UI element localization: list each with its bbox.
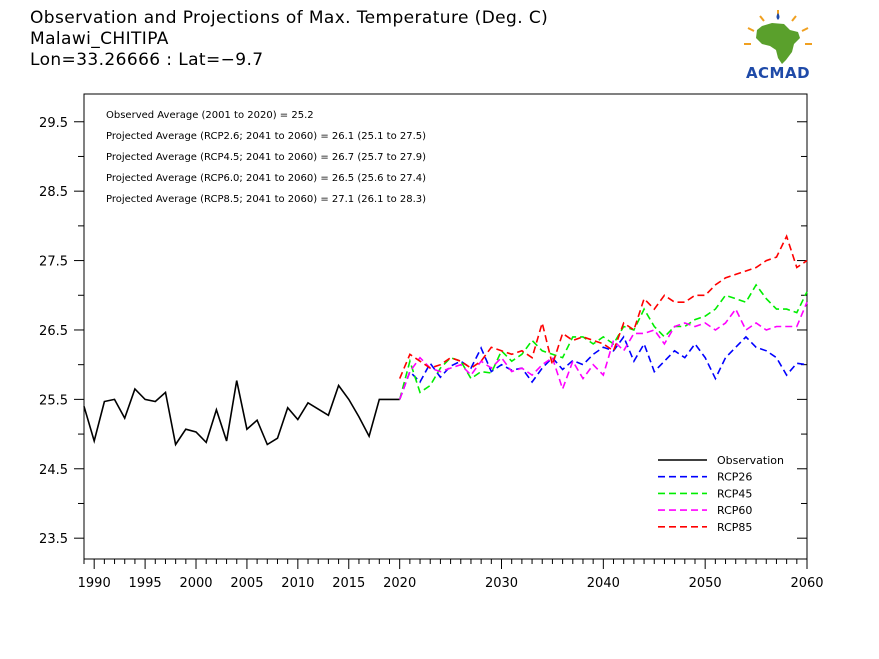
x-tick-label: 2010 xyxy=(281,576,314,591)
x-tick-label: 2000 xyxy=(179,576,212,591)
x-tick-label: 2020 xyxy=(383,576,416,591)
logo-text: ACMAD xyxy=(745,64,811,82)
chart-coords: Lon=33.26666 : Lat=−9.7 xyxy=(30,50,264,70)
series-line-rcp85 xyxy=(398,234,808,379)
y-tick-label: 23.5 xyxy=(39,532,68,547)
x-tick-label: 2050 xyxy=(689,576,722,591)
series-line-observation xyxy=(83,380,400,447)
legend: Observation RCP26 RCP45 RCP60 RCP85 xyxy=(658,454,784,534)
x-tick-label: 2015 xyxy=(332,576,365,591)
series-line-rcp26 xyxy=(398,335,808,400)
y-tick-label: 26.5 xyxy=(39,324,68,339)
x-tick-label: 1990 xyxy=(78,576,111,591)
y-tick-label: 29.5 xyxy=(39,116,68,131)
y-tick-label: 27.5 xyxy=(39,255,68,270)
x-tick-label: 2005 xyxy=(230,576,263,591)
annotation-line: Projected Average (RCP6.0; 2041 to 2060)… xyxy=(106,173,426,184)
x-tick-label: 2040 xyxy=(587,576,620,591)
axis-tick-labels: 1990 1995 2000 2005 2010 2015 2020 2030 2040 2050… xyxy=(39,116,824,591)
legend-label: RCP45 xyxy=(717,487,752,500)
y-tick-label: 25.5 xyxy=(39,393,68,408)
x-tick-label: 2060 xyxy=(790,576,823,591)
africa-map-icon xyxy=(744,10,812,64)
y-tick-label: 24.5 xyxy=(39,463,68,478)
legend-label: RCP26 xyxy=(717,471,752,484)
legend-label: Observation xyxy=(717,454,784,467)
series-line-rcp60 xyxy=(398,301,808,400)
annotations: Observed Average (2001 to 2020) = 25.2 Pr… xyxy=(106,110,426,205)
x-tick-label: 2030 xyxy=(485,576,518,591)
series-line-rcp45 xyxy=(398,283,808,400)
annotation-line: Observed Average (2001 to 2020) = 25.2 xyxy=(106,110,314,121)
annotation-line: Projected Average (RCP4.5; 2041 to 2060)… xyxy=(106,152,426,163)
chart-location: Malawi_CHITIPA xyxy=(30,29,169,49)
x-tick-label: 1995 xyxy=(129,576,162,591)
series-group xyxy=(83,234,808,447)
plot-frame xyxy=(83,93,808,560)
annotation-line: Projected Average (RCP8.5; 2041 to 2060)… xyxy=(106,194,426,205)
annotation-line: Projected Average (RCP2.6; 2041 to 2060)… xyxy=(106,131,426,142)
legend-label: RCP85 xyxy=(717,521,752,534)
chart-title: Observation and Projections of Max. Temp… xyxy=(30,8,549,28)
y-tick-label: 28.5 xyxy=(39,185,68,200)
title-block: Observation and Projections of Max. Temp… xyxy=(30,8,548,71)
axis-ticks xyxy=(74,121,808,569)
legend-label: RCP60 xyxy=(717,504,752,517)
